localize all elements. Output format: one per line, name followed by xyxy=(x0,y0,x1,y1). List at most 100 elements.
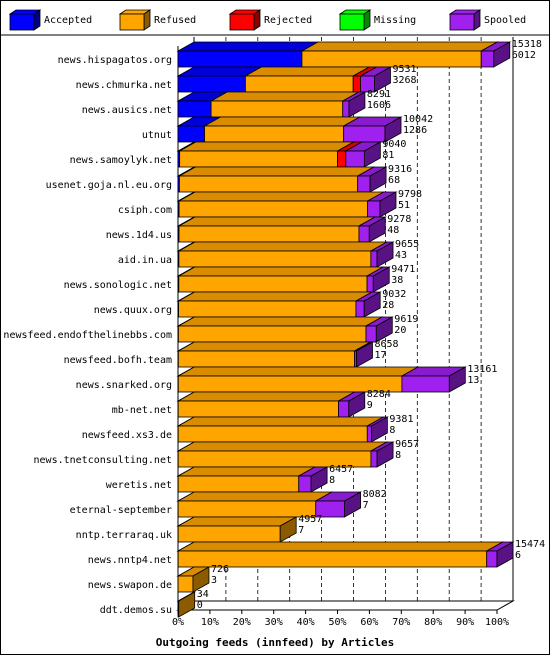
bar-segment xyxy=(244,75,354,93)
category-label: nntp.terraraq.uk xyxy=(76,530,172,541)
data-label-total: 9655 xyxy=(395,239,419,250)
data-label-accepted: 28 xyxy=(382,300,394,311)
legend-swatch-side xyxy=(253,9,261,31)
bar-segment-top xyxy=(177,166,376,177)
x-tick-label: 20% xyxy=(233,617,251,628)
legend-label: Accepted xyxy=(44,15,92,26)
data-label-accepted: 13 xyxy=(467,375,479,386)
bar-segment-side xyxy=(310,466,328,493)
data-label-accepted: 3268 xyxy=(392,75,416,86)
bar-segment-top xyxy=(300,41,499,52)
bar-segment-top xyxy=(176,416,385,427)
bar-segment-top xyxy=(202,116,362,127)
data-label-accepted: 1286 xyxy=(403,125,427,136)
legend-swatch xyxy=(339,13,365,31)
category-label: news.swapon.de xyxy=(88,580,172,591)
category-label: usenet.goja.nl.eu.org xyxy=(46,180,172,191)
category-label: newsfeed.xs3.de xyxy=(82,430,172,441)
data-label-total: 9316 xyxy=(388,164,412,175)
data-label-total: 9657 xyxy=(395,439,419,450)
data-label-total: 4957 xyxy=(298,514,322,525)
bar-segment-side xyxy=(370,416,388,443)
category-label: newsfeed.endofthelinebbs.com xyxy=(3,330,172,341)
data-label-total: 9032 xyxy=(382,289,406,300)
data-label-total: 8082 xyxy=(363,489,387,500)
bar-segment xyxy=(367,200,381,218)
category-label: news.tnetconsulting.net xyxy=(34,455,172,466)
bar-segment-top xyxy=(176,366,420,377)
bar-segment xyxy=(204,125,345,143)
category-label: news.ausics.net xyxy=(82,105,172,116)
data-label-accepted: 81 xyxy=(382,150,394,161)
bar-segment-side xyxy=(178,591,196,618)
bar-segment xyxy=(343,125,386,143)
category-label: news.samoylyk.net xyxy=(70,155,172,166)
data-label-accepted: 6012 xyxy=(512,50,536,61)
bar-segment xyxy=(366,425,372,443)
bar-segment xyxy=(178,325,367,343)
bar-segment xyxy=(358,225,370,243)
bar-segment-top xyxy=(177,266,385,277)
data-label-accepted: 20 xyxy=(394,325,406,336)
bar-segment xyxy=(486,550,498,568)
data-label-accepted: 43 xyxy=(395,250,407,261)
bar-segment xyxy=(210,100,344,118)
bar-segment xyxy=(401,375,450,393)
bar-segment-top xyxy=(176,341,372,352)
bar-segment xyxy=(178,275,368,293)
data-label-accepted: 3 xyxy=(211,575,217,586)
bar-segment xyxy=(370,450,378,468)
legend-swatch-side xyxy=(363,9,371,31)
bar-segment xyxy=(177,400,339,418)
bar-segment-side xyxy=(496,541,514,568)
x-axis-label: Outgoing feeds (innfeed) by Articles xyxy=(156,636,394,649)
category-label: weretis.net xyxy=(106,480,172,491)
bar-segment-top xyxy=(177,291,374,302)
bar-segment xyxy=(178,225,360,243)
x-tick-label: 90% xyxy=(456,617,474,628)
bar-segment xyxy=(179,175,359,193)
data-label-accepted: 8 xyxy=(389,425,395,436)
data-label-accepted: 68 xyxy=(388,175,400,186)
bar-segment-side xyxy=(376,241,394,268)
bar-segment xyxy=(177,50,303,68)
bar-segment xyxy=(177,350,355,368)
bar-segment xyxy=(370,250,378,268)
bar-segment-top xyxy=(178,141,356,152)
data-label-accepted: 7 xyxy=(298,525,304,536)
category-label: news.chmurka.net xyxy=(76,80,172,91)
legend-label: Spooled xyxy=(484,15,526,26)
data-label-total: 13161 xyxy=(467,364,497,375)
category-label: ddt.demos.su xyxy=(100,605,172,616)
data-label-accepted: 17 xyxy=(374,350,386,361)
floor xyxy=(176,600,515,611)
data-label-total: 8658 xyxy=(374,339,398,350)
bar-segment xyxy=(355,300,365,318)
data-label-accepted: 48 xyxy=(387,225,399,236)
bar-segment xyxy=(178,300,357,318)
category-label: news.nntp4.net xyxy=(88,555,172,566)
bar-segment-top xyxy=(177,241,389,252)
category-label: utnut xyxy=(142,130,172,141)
bar-segment xyxy=(177,500,317,518)
bar-segment xyxy=(357,175,371,193)
bar-segment xyxy=(366,275,374,293)
bar-segment xyxy=(178,200,369,218)
data-label-total: 9040 xyxy=(382,139,406,150)
data-label-accepted: 7 xyxy=(363,500,369,511)
bar-segment-side xyxy=(348,391,366,418)
x-tick-label: 40% xyxy=(297,617,315,628)
bar-segment-side xyxy=(384,116,402,143)
bar-segment-side xyxy=(448,366,466,393)
bar-segment-side xyxy=(369,166,387,193)
category-label: newsfeed.bofh.team xyxy=(64,355,172,366)
x-tick-label: 70% xyxy=(392,617,410,628)
data-label-total: 8291 xyxy=(367,89,391,100)
bar-segment xyxy=(298,475,312,493)
data-label-total: 9471 xyxy=(391,264,415,275)
data-label-total: 9619 xyxy=(394,314,418,325)
bar-segment-top xyxy=(176,41,320,52)
bar-segment-side xyxy=(279,516,297,543)
bar-segment-top xyxy=(177,216,377,227)
